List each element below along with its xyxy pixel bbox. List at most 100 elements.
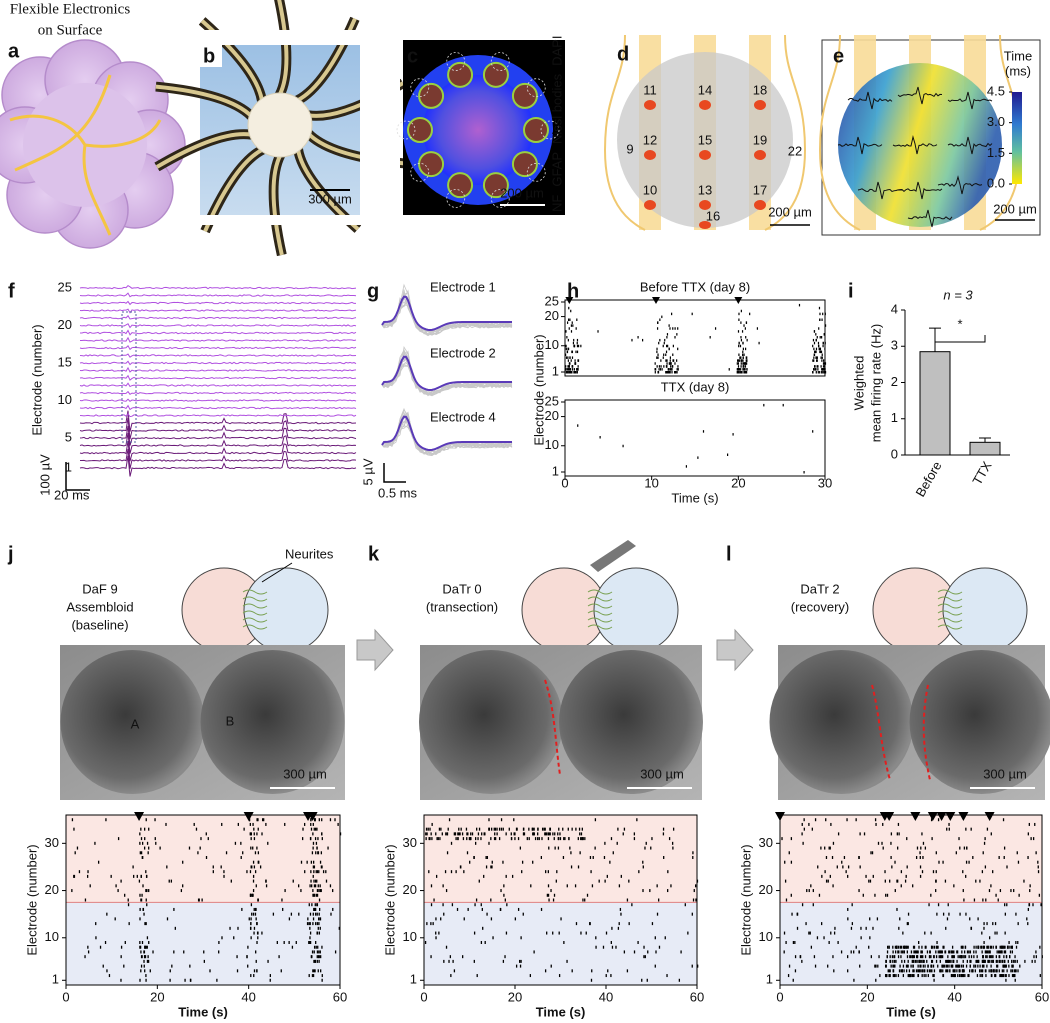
spike [885,974,887,978]
scale-bar-label: 100 µV [37,454,52,496]
trace-label: Electrode 2 [430,345,496,360]
spike [581,837,583,841]
spike [933,978,935,982]
spike [642,338,644,342]
spike [921,870,924,874]
spike [1010,889,1012,893]
spike [892,959,894,963]
spike [676,359,678,362]
spike [522,827,525,831]
spike [573,338,575,342]
spike [133,874,135,878]
spike [590,978,593,982]
electrode-site [418,151,445,178]
spike [490,865,492,869]
spike [566,884,568,888]
spike [246,955,248,959]
spike [785,898,788,902]
spike [919,851,921,855]
spike [945,959,948,963]
spike [543,827,545,831]
spike [900,945,903,949]
spike [996,964,999,968]
electrode [754,100,766,110]
neurite [587,596,613,602]
spike [437,837,439,841]
spike [732,433,734,436]
spike [946,969,948,973]
spike [566,959,568,963]
spike [1011,959,1013,963]
spike [659,318,661,321]
spike [253,865,256,869]
spike [691,912,693,916]
spike [314,837,317,841]
spike [666,362,668,365]
arrow [716,628,754,672]
plot-title: Before TTX (day 8) [640,279,750,294]
spike [948,912,950,916]
spike [1018,893,1020,897]
spike [815,356,817,359]
spike [120,945,123,949]
spike [893,959,896,963]
spike [148,846,150,850]
spike [847,907,849,911]
axis-label: Electrode (number) [382,844,397,955]
spike [308,922,310,926]
spike [139,893,141,897]
spike [256,832,258,836]
spike [1008,964,1010,968]
spike [675,371,677,374]
colorbar-title: Time [1004,48,1032,63]
spike [828,941,830,944]
panel-label: f [8,280,15,302]
spike [1004,931,1006,935]
spike [567,359,569,362]
spike [967,974,969,978]
spike [908,974,911,978]
spike [906,837,908,841]
axis-label: Electrode (number) [531,334,546,445]
spike [586,893,589,897]
spike [249,822,251,826]
spike [847,917,849,921]
spike [566,336,568,339]
spike [665,359,667,362]
spike [313,907,315,911]
spike [817,341,820,345]
spike [457,832,459,836]
spike [819,312,821,316]
spike [877,841,880,845]
spike [678,978,681,982]
spike [825,818,827,822]
spike [825,856,828,859]
spike [595,945,597,949]
spike [180,889,183,893]
spike [139,945,141,949]
spike [182,860,184,864]
spike [1023,879,1025,883]
spike [989,959,991,963]
spike [465,827,468,831]
spike [604,879,606,883]
spike [443,959,445,963]
spike [813,359,815,362]
spike [973,945,975,949]
spike [573,368,576,371]
spike [948,827,950,831]
spike [248,818,251,822]
spike [485,856,487,859]
spike [316,827,318,831]
spike [906,964,909,968]
spike [992,955,994,959]
spike [313,959,315,963]
spike [576,344,579,348]
spike [320,889,322,893]
y-tick-label: 30 [45,835,59,850]
spike [947,903,949,907]
spike [819,318,821,321]
spike [898,950,900,954]
spike [929,950,931,954]
spike [966,950,969,954]
